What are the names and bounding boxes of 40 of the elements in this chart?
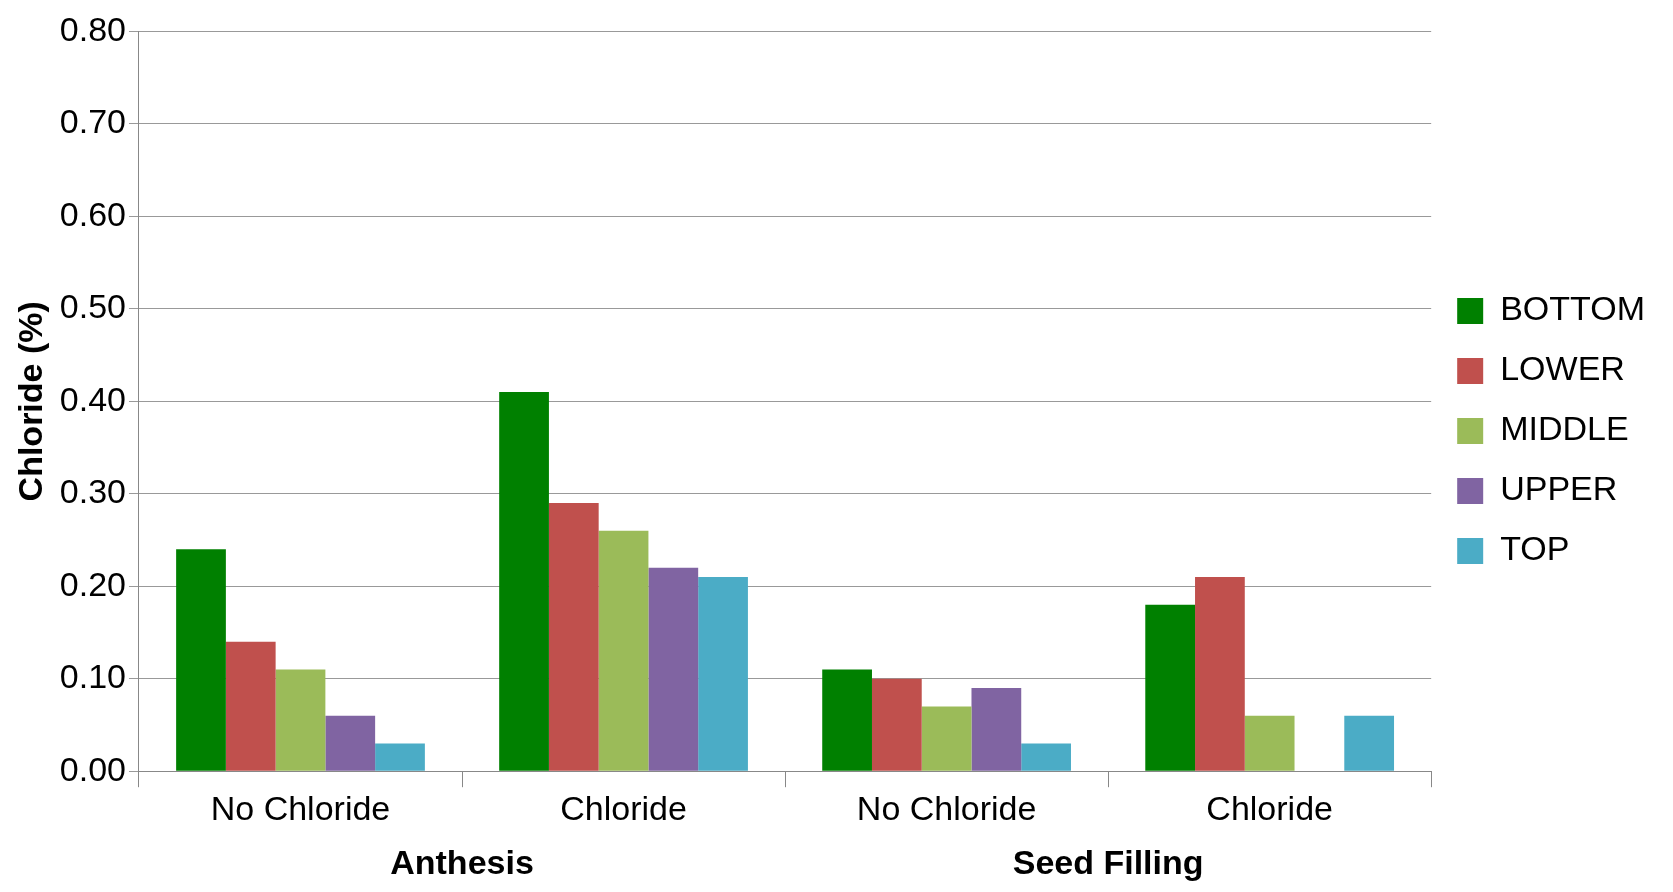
bar [499, 392, 549, 771]
bar [548, 503, 599, 771]
legend-label: LOWER [1500, 349, 1625, 388]
bar [1021, 743, 1071, 771]
bar [598, 530, 649, 771]
bar [822, 669, 872, 771]
x-tick-label: No Chloride [210, 788, 391, 827]
x-tick-label: Chloride [1206, 788, 1333, 827]
y-tick-label: 0.30 [59, 472, 126, 511]
x-tick-label: Chloride [560, 788, 687, 827]
bar [1195, 577, 1245, 771]
bar [1244, 715, 1295, 771]
bar [1344, 715, 1395, 771]
y-tick-label: 0.20 [59, 564, 126, 603]
legend-label: BOTTOM [1500, 289, 1646, 328]
y-tick-label: 0.80 [59, 9, 126, 48]
y-axis-title: Chloride (%) [10, 301, 49, 502]
bar [971, 687, 1022, 771]
bar [871, 678, 922, 771]
x-tick-label: No Chloride [856, 788, 1037, 827]
bar [176, 549, 226, 771]
bar [698, 577, 748, 771]
y-tick-label: 0.70 [59, 102, 126, 141]
bar [225, 641, 276, 771]
text: Seed Filling [1012, 843, 1204, 882]
bar [325, 715, 376, 771]
y-tick-label: 0.00 [59, 749, 126, 788]
legend-label: MIDDLE [1500, 409, 1629, 448]
bar [921, 706, 972, 771]
y-tick-label: 0.50 [59, 287, 126, 326]
bar [275, 669, 326, 771]
bar [375, 743, 425, 771]
y-tick-label: 0.60 [59, 194, 126, 233]
text: Anthesis [390, 843, 534, 882]
bar [1145, 604, 1196, 771]
bar [648, 567, 699, 771]
legend-label: TOP [1500, 529, 1570, 568]
y-tick-label: 0.40 [59, 379, 126, 418]
legend-label: UPPER [1500, 469, 1618, 508]
y-tick-label: 0.10 [59, 657, 126, 696]
